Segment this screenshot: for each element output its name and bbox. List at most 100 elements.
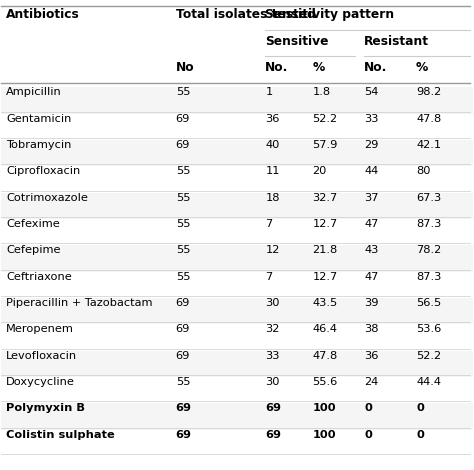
Text: Antibiotics: Antibiotics: [6, 8, 80, 22]
Text: Polymyxin B: Polymyxin B: [6, 403, 85, 414]
Text: 42.1: 42.1: [416, 140, 441, 150]
Text: 44: 44: [364, 166, 378, 176]
Text: 69: 69: [176, 351, 190, 360]
Text: 32: 32: [265, 324, 280, 334]
Text: 55: 55: [176, 377, 190, 387]
Text: 53.6: 53.6: [416, 324, 441, 334]
Text: 69: 69: [176, 140, 190, 150]
Text: 56.5: 56.5: [416, 298, 441, 308]
Bar: [1, 219, 473, 245]
Text: 69: 69: [176, 403, 192, 414]
Text: Total isolates tested: Total isolates tested: [176, 8, 316, 22]
Text: Levofloxacin: Levofloxacin: [6, 351, 77, 360]
Text: 47: 47: [364, 219, 379, 229]
Text: 0: 0: [416, 403, 424, 414]
Bar: [1, 351, 473, 377]
Text: %: %: [416, 61, 428, 74]
Text: 40: 40: [265, 140, 280, 150]
Text: 78.2: 78.2: [416, 245, 441, 255]
Text: Piperacillin + Tazobactam: Piperacillin + Tazobactam: [6, 298, 153, 308]
Bar: [1, 377, 473, 403]
Text: 54: 54: [364, 87, 379, 97]
Text: 33: 33: [364, 114, 379, 124]
Bar: [1, 114, 473, 140]
Bar: [1, 430, 473, 456]
Text: 57.9: 57.9: [312, 140, 338, 150]
Text: Cefepime: Cefepime: [6, 245, 61, 255]
Text: Colistin sulphate: Colistin sulphate: [6, 430, 115, 440]
Text: No.: No.: [265, 61, 289, 74]
Text: 87.3: 87.3: [416, 219, 441, 229]
Bar: [1, 245, 473, 272]
Text: 12.7: 12.7: [312, 219, 337, 229]
Text: 52.2: 52.2: [416, 351, 441, 360]
Text: 67.3: 67.3: [416, 193, 441, 203]
Text: 7: 7: [265, 272, 273, 282]
Text: 55: 55: [176, 219, 190, 229]
Bar: [1, 272, 473, 298]
Text: Doxycycline: Doxycycline: [6, 377, 75, 387]
Text: 20: 20: [312, 166, 327, 176]
Text: Cefexime: Cefexime: [6, 219, 60, 229]
Bar: [1, 87, 473, 114]
Text: 30: 30: [265, 298, 280, 308]
Text: 52.2: 52.2: [312, 114, 337, 124]
Text: 69: 69: [176, 114, 190, 124]
Text: Resistant: Resistant: [364, 35, 429, 48]
Text: 55: 55: [176, 193, 190, 203]
Text: 55: 55: [176, 166, 190, 176]
Text: 69: 69: [176, 324, 190, 334]
Bar: [1, 140, 473, 166]
Bar: [1, 403, 473, 430]
Text: 80: 80: [416, 166, 430, 176]
Text: Cotrimoxazole: Cotrimoxazole: [6, 193, 88, 203]
Text: Sensitivity pattern: Sensitivity pattern: [265, 8, 394, 22]
Text: 1: 1: [265, 87, 273, 97]
Text: 18: 18: [265, 193, 280, 203]
Text: 69: 69: [176, 430, 192, 440]
Text: 100: 100: [312, 403, 336, 414]
Text: 36: 36: [265, 114, 280, 124]
Text: 11: 11: [265, 166, 280, 176]
Text: 98.2: 98.2: [416, 87, 441, 97]
Text: 24: 24: [364, 377, 378, 387]
Text: Ampicillin: Ampicillin: [6, 87, 62, 97]
Bar: [1, 166, 473, 193]
Text: 12.7: 12.7: [312, 272, 337, 282]
Text: 46.4: 46.4: [312, 324, 337, 334]
Text: 21.8: 21.8: [312, 245, 337, 255]
Text: 55: 55: [176, 87, 190, 97]
Text: 100: 100: [312, 430, 336, 440]
Text: Sensitive: Sensitive: [265, 35, 329, 48]
Text: 12: 12: [265, 245, 280, 255]
Text: 32.7: 32.7: [312, 193, 337, 203]
Text: Gentamicin: Gentamicin: [6, 114, 72, 124]
Text: No: No: [176, 61, 194, 74]
Text: 43.5: 43.5: [312, 298, 337, 308]
Text: 37: 37: [364, 193, 379, 203]
Text: 43: 43: [364, 245, 379, 255]
Text: 47.8: 47.8: [416, 114, 441, 124]
Bar: [1, 193, 473, 219]
Text: 69: 69: [265, 430, 281, 440]
Text: 47.8: 47.8: [312, 351, 337, 360]
Text: 55: 55: [176, 272, 190, 282]
Text: 69: 69: [265, 403, 281, 414]
Text: 1.8: 1.8: [312, 87, 330, 97]
Text: 29: 29: [364, 140, 379, 150]
Text: 7: 7: [265, 219, 273, 229]
Text: No.: No.: [364, 61, 388, 74]
Text: 87.3: 87.3: [416, 272, 441, 282]
Text: 69: 69: [176, 298, 190, 308]
Text: 55.6: 55.6: [312, 377, 337, 387]
Text: 44.4: 44.4: [416, 377, 441, 387]
Bar: [1, 324, 473, 351]
Text: 0: 0: [364, 403, 372, 414]
Text: 0: 0: [364, 430, 372, 440]
Text: Ciprofloxacin: Ciprofloxacin: [6, 166, 81, 176]
Text: 33: 33: [265, 351, 280, 360]
Text: 47: 47: [364, 272, 379, 282]
Text: 55: 55: [176, 245, 190, 255]
Text: Ceftriaxone: Ceftriaxone: [6, 272, 72, 282]
Text: 0: 0: [416, 430, 424, 440]
